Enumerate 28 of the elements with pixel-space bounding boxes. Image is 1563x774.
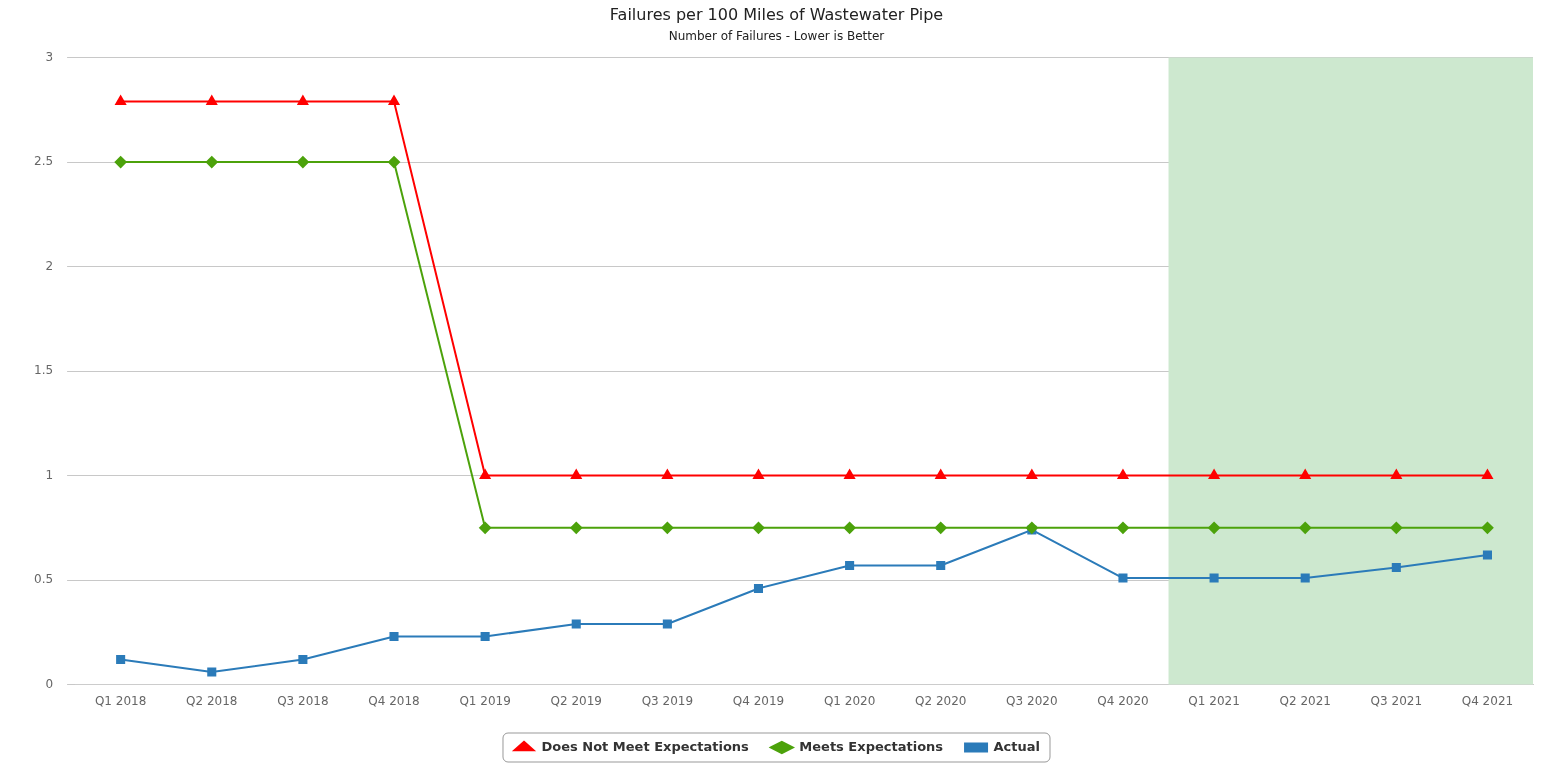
x-tick-label: Q2 2021 [1279,693,1331,708]
y-tick-label: 1 [45,467,54,482]
x-tick-label: Q2 2019 [550,693,602,708]
x-tick-label: Q4 2021 [1461,693,1514,708]
x-tick-label: Q4 2019 [732,693,785,708]
chart-title: Failures per 100 Miles of Wastewater Pipe [609,4,944,24]
y-tick-label: 0 [45,676,54,691]
x-tick-label: Q1 2019 [459,693,511,708]
legend-label: Actual [993,738,1041,754]
legend-label: Does Not Meet Expectations [541,738,750,754]
y-tick-label: 3 [45,49,54,64]
legend-label: Meets Expectations [799,738,944,754]
x-tick-label: Q3 2020 [1006,693,1058,708]
x-tick-label: Q1 2021 [1188,693,1240,708]
x-tick-label: Q3 2018 [277,693,329,708]
chart-subtitle: Number of Failures - Lower is Better [668,28,885,43]
x-tick-label: Q3 2019 [641,693,694,708]
y-tick-label: 2.5 [33,154,54,169]
x-tick-label: Q2 2020 [915,693,967,708]
y-tick-label: 2 [45,258,54,273]
x-tick-label: Q1 2020 [823,693,876,708]
x-tick-label: Q2 2018 [186,693,238,708]
y-tick-label: 0.5 [33,572,54,587]
x-tick-label: Q3 2021 [1370,693,1423,708]
x-tick-label: Q4 2020 [1097,693,1149,708]
x-tick-label: Q1 2018 [94,693,147,708]
x-tick-label: Q4 2018 [368,693,420,708]
y-tick-label: 1.5 [33,363,54,378]
